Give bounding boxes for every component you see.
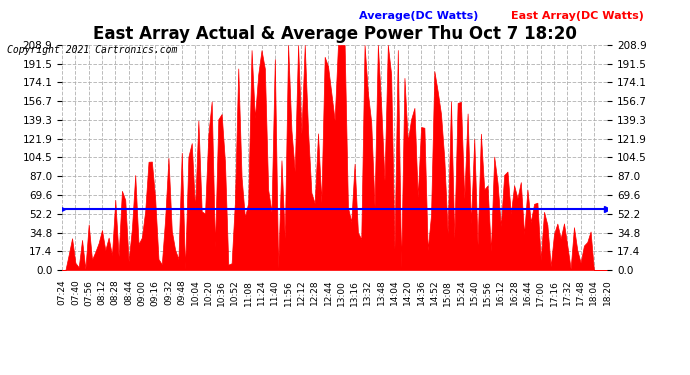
Text: East Array(DC Watts): East Array(DC Watts)	[511, 11, 644, 21]
Text: Average(DC Watts): Average(DC Watts)	[359, 11, 478, 21]
Title: East Array Actual & Average Power Thu Oct 7 18:20: East Array Actual & Average Power Thu Oc…	[92, 26, 577, 44]
Text: Copyright 2021 Cartronics.com: Copyright 2021 Cartronics.com	[7, 45, 177, 55]
